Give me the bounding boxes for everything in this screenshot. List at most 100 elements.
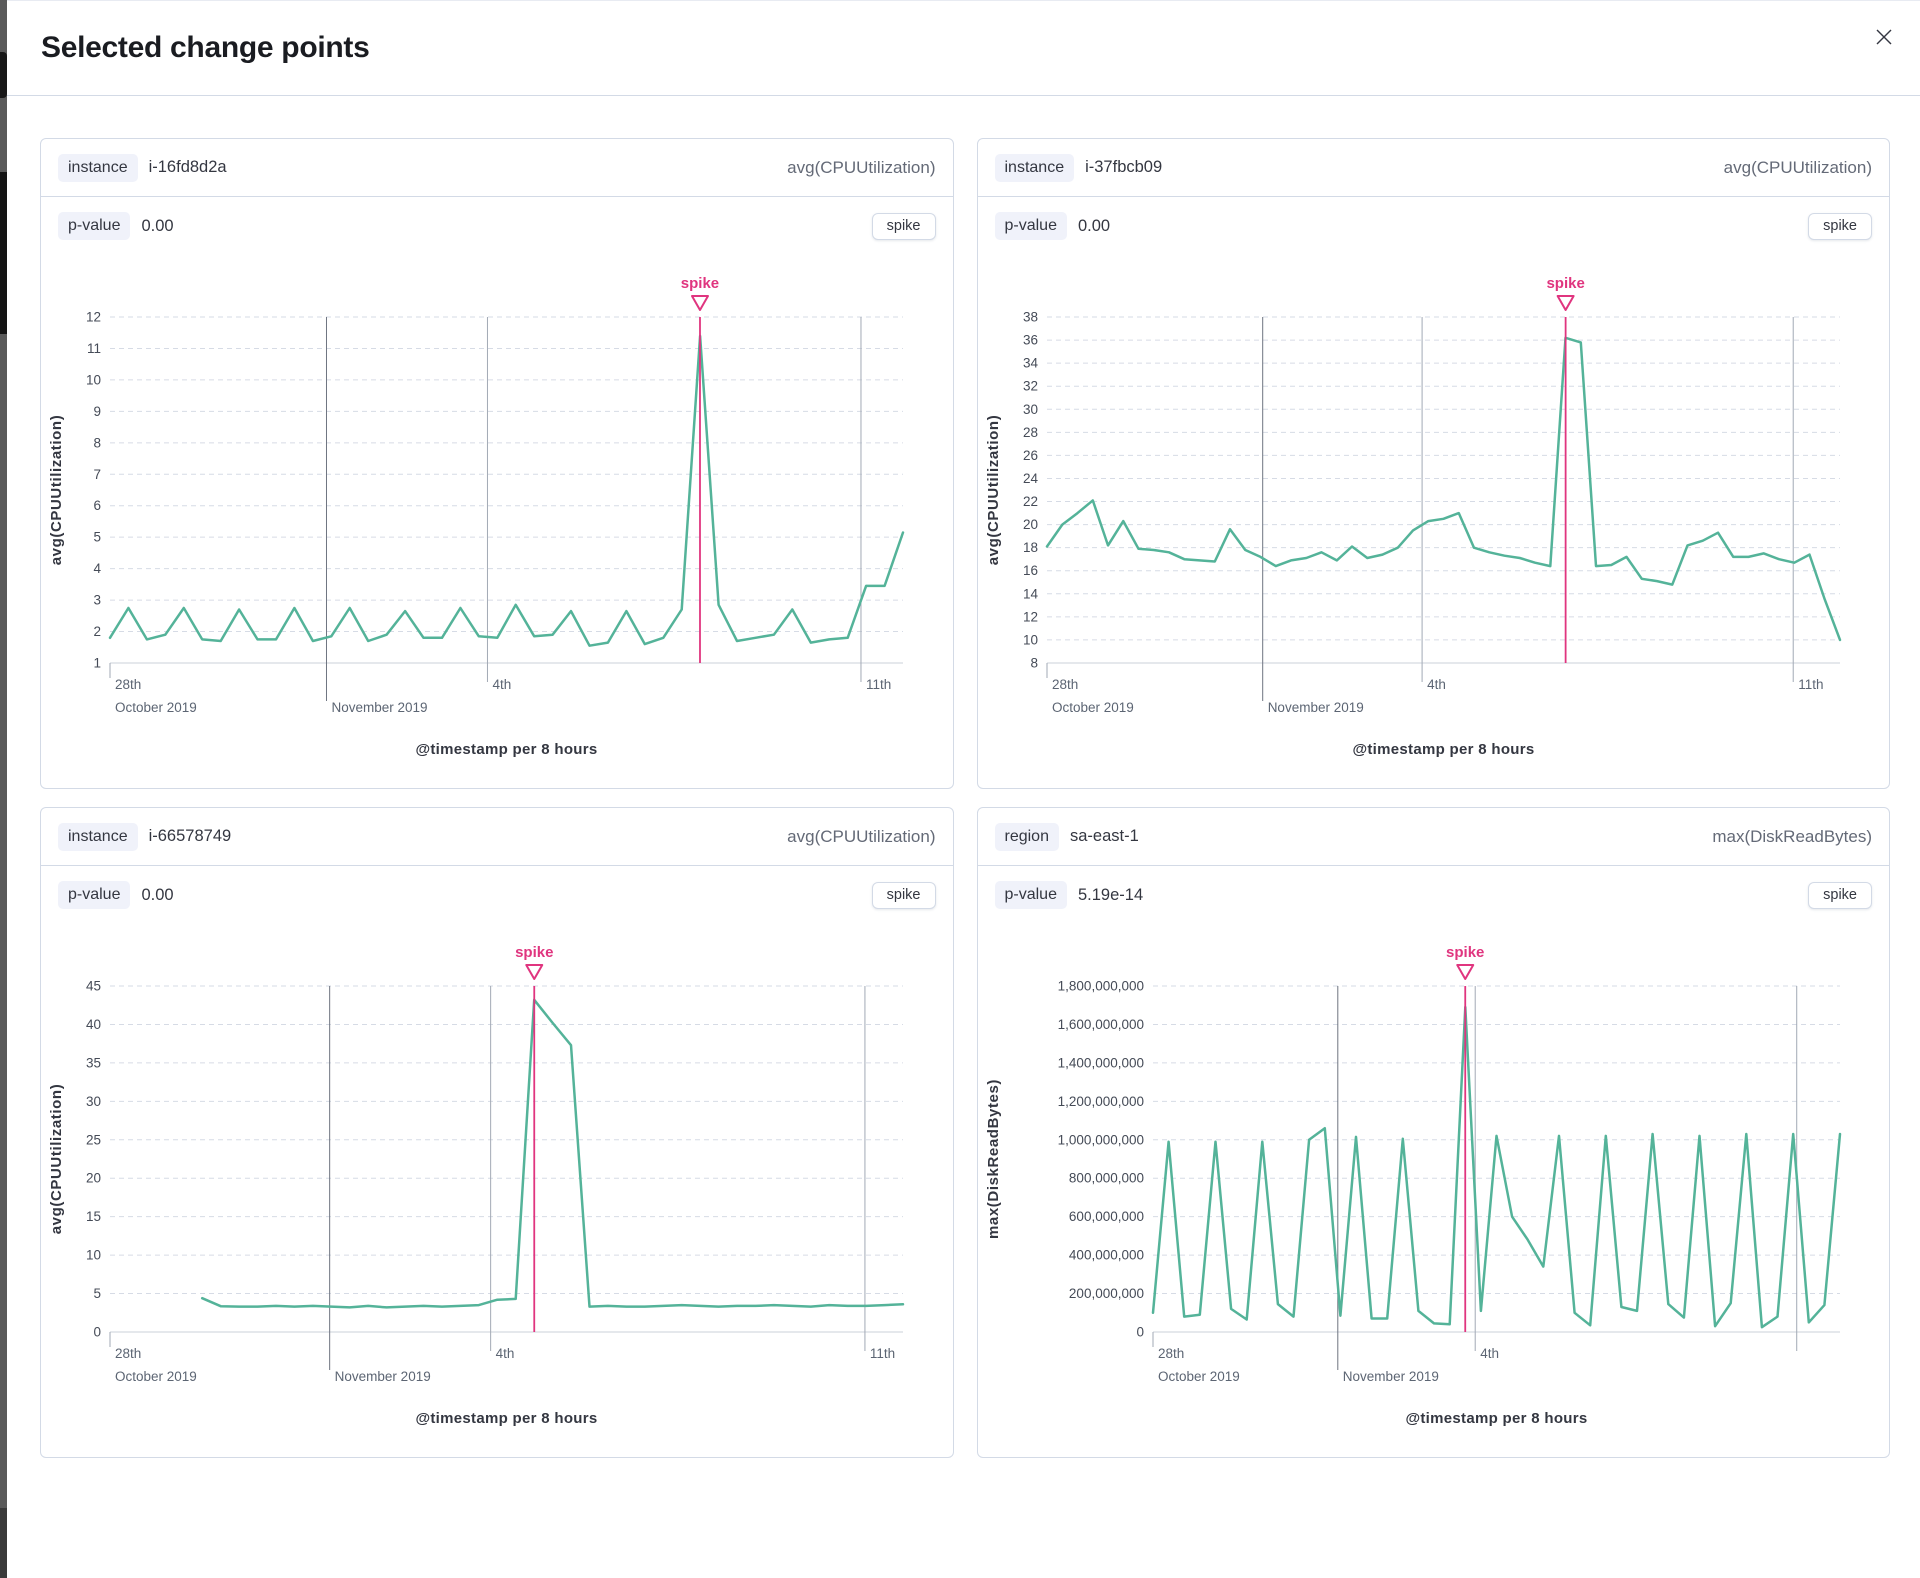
svg-text:4: 4 bbox=[93, 561, 101, 576]
svg-text:October 2019: October 2019 bbox=[1052, 700, 1134, 715]
svg-text:20: 20 bbox=[86, 1171, 101, 1186]
svg-text:14: 14 bbox=[1022, 586, 1038, 601]
panel-header-row: region sa-east-1 max(DiskReadBytes) bbox=[977, 808, 1889, 866]
metric-label: avg(CPUUtilization) bbox=[787, 826, 936, 846]
svg-text:12: 12 bbox=[1022, 609, 1037, 624]
svg-text:0: 0 bbox=[93, 1325, 101, 1340]
svg-text:32: 32 bbox=[1022, 379, 1037, 394]
svg-text:10: 10 bbox=[86, 372, 101, 387]
close-button[interactable] bbox=[1870, 23, 1898, 51]
svg-text:8: 8 bbox=[93, 435, 101, 450]
chart-area: 0 5 10 15 20 25 30 35 40 45 28th October 2019 Novemb… bbox=[41, 924, 953, 1457]
pvalue-badge: p-value bbox=[994, 881, 1067, 909]
svg-text:20: 20 bbox=[1022, 517, 1037, 532]
svg-text:30: 30 bbox=[86, 1094, 101, 1109]
svg-text:@timestamp per 8 hours: @timestamp per 8 hours bbox=[415, 1410, 597, 1427]
svg-text:26: 26 bbox=[1022, 448, 1037, 463]
svg-text:34: 34 bbox=[1022, 356, 1038, 371]
svg-text:11th: 11th bbox=[1798, 677, 1823, 692]
change-type-button[interactable]: spike bbox=[1808, 881, 1872, 909]
svg-text:1,800,000,000: 1,800,000,000 bbox=[1057, 979, 1143, 994]
svg-text:November 2019: November 2019 bbox=[335, 1369, 431, 1384]
timeseries-chart: 8 10 12 14 16 18 20 22 24 26 28 30 32 34 36 38 28th Octob… bbox=[985, 275, 1841, 758]
svg-text:4th: 4th bbox=[1427, 677, 1446, 692]
svg-text:2: 2 bbox=[93, 624, 101, 639]
change-type-button[interactable]: spike bbox=[1808, 212, 1872, 240]
svg-text:38: 38 bbox=[1022, 310, 1037, 325]
svg-text:avg(CPUUtilization): avg(CPUUtilization) bbox=[48, 415, 65, 566]
svg-text:8: 8 bbox=[1030, 656, 1038, 671]
timeseries-chart: 0 5 10 15 20 25 30 35 40 45 28th October 2019 Novemb… bbox=[48, 944, 905, 1427]
change-type-button[interactable]: spike bbox=[871, 881, 936, 909]
change-point-panel: region sa-east-1 max(DiskReadBytes) p-va… bbox=[976, 807, 1890, 1458]
pvalue-value: 5.19e-14 bbox=[1077, 885, 1144, 904]
svg-text:1,200,000,000: 1,200,000,000 bbox=[1057, 1094, 1143, 1109]
svg-text:28th: 28th bbox=[1052, 677, 1078, 692]
svg-text:October 2019: October 2019 bbox=[1158, 1369, 1240, 1384]
svg-text:@timestamp per 8 hours: @timestamp per 8 hours bbox=[415, 741, 597, 758]
svg-text:36: 36 bbox=[1022, 333, 1037, 348]
panel-meta-row: p-value 0.00 spike bbox=[978, 197, 1890, 255]
svg-text:spike: spike bbox=[1446, 944, 1484, 961]
panel-header-row: instance i-16fd8d2a avg(CPUUtilization) bbox=[41, 139, 953, 197]
svg-text:28th: 28th bbox=[1158, 1346, 1184, 1361]
change-point-panel: instance i-66578749 avg(CPUUtilization) … bbox=[40, 807, 954, 1458]
svg-text:28: 28 bbox=[1022, 425, 1037, 440]
svg-text:October 2019: October 2019 bbox=[115, 700, 197, 715]
change-points-modal: Selected change points instance i-16fd8d… bbox=[7, 0, 1920, 1578]
pvalue-value: 0.00 bbox=[1077, 216, 1111, 235]
metric-label: avg(CPUUtilization) bbox=[1723, 157, 1872, 177]
svg-text:400,000,000: 400,000,000 bbox=[1068, 1248, 1143, 1263]
svg-text:10: 10 bbox=[1022, 632, 1037, 647]
svg-text:spike: spike bbox=[681, 275, 719, 292]
svg-text:12: 12 bbox=[86, 310, 101, 325]
metric-label: avg(CPUUtilization) bbox=[787, 157, 936, 177]
field-value: i-66578749 bbox=[148, 827, 232, 845]
svg-text:avg(CPUUtilization): avg(CPUUtilization) bbox=[985, 415, 1002, 566]
field-badge: region bbox=[994, 822, 1059, 851]
svg-text:3: 3 bbox=[93, 593, 101, 608]
field-badge: instance bbox=[58, 153, 138, 182]
svg-text:24: 24 bbox=[1022, 471, 1038, 486]
svg-text:30: 30 bbox=[1022, 402, 1037, 417]
change-type-button[interactable]: spike bbox=[871, 212, 936, 240]
svg-text:spike: spike bbox=[1546, 275, 1584, 292]
svg-text:11: 11 bbox=[87, 341, 101, 356]
svg-text:800,000,000: 800,000,000 bbox=[1068, 1171, 1143, 1186]
svg-text:6: 6 bbox=[93, 498, 101, 513]
field-badge: instance bbox=[994, 153, 1075, 182]
svg-text:10: 10 bbox=[86, 1248, 101, 1263]
svg-text:November 2019: November 2019 bbox=[1267, 700, 1363, 715]
pvalue-badge: p-value bbox=[994, 212, 1067, 240]
svg-text:18: 18 bbox=[1022, 540, 1037, 555]
chart-area: 8 10 12 14 16 18 20 22 24 26 28 30 32 34 36 38 28th Octob… bbox=[978, 255, 1890, 788]
svg-text:@timestamp per 8 hours: @timestamp per 8 hours bbox=[1405, 1410, 1587, 1427]
background-page-artifact bbox=[0, 1508, 7, 1578]
svg-text:1: 1 bbox=[93, 656, 101, 671]
svg-text:November 2019: November 2019 bbox=[331, 700, 427, 715]
pvalue-badge: p-value bbox=[58, 212, 131, 240]
field-badge: instance bbox=[58, 822, 138, 851]
svg-text:11th: 11th bbox=[866, 677, 891, 692]
svg-text:4th: 4th bbox=[492, 677, 511, 692]
svg-text:15: 15 bbox=[86, 1209, 101, 1224]
svg-text:16: 16 bbox=[1022, 563, 1037, 578]
change-point-panel: instance i-16fd8d2a avg(CPUUtilization) … bbox=[40, 138, 954, 789]
svg-text:1,000,000,000: 1,000,000,000 bbox=[1057, 1132, 1143, 1147]
timeseries-chart: 0 200,000,000 400,000,000 600,000,000 800,00… bbox=[985, 944, 1841, 1427]
svg-text:@timestamp per 8 hours: @timestamp per 8 hours bbox=[1352, 741, 1534, 758]
svg-text:max(DiskReadBytes): max(DiskReadBytes) bbox=[985, 1079, 1002, 1239]
svg-text:600,000,000: 600,000,000 bbox=[1068, 1209, 1143, 1224]
svg-text:4th: 4th bbox=[1480, 1346, 1499, 1361]
svg-text:28th: 28th bbox=[115, 1346, 141, 1361]
svg-text:1,600,000,000: 1,600,000,000 bbox=[1057, 1017, 1143, 1032]
modal-title: Selected change points bbox=[41, 31, 370, 64]
field-value: i-37fbcb09 bbox=[1085, 158, 1163, 176]
svg-text:40: 40 bbox=[86, 1017, 101, 1032]
pvalue-value: 0.00 bbox=[141, 216, 174, 235]
svg-text:November 2019: November 2019 bbox=[1342, 1369, 1438, 1384]
svg-text:5: 5 bbox=[93, 1286, 101, 1301]
panel-meta-row: p-value 5.19e-14 spike bbox=[978, 866, 1890, 924]
pvalue-badge: p-value bbox=[58, 881, 131, 909]
svg-text:5: 5 bbox=[93, 530, 101, 545]
